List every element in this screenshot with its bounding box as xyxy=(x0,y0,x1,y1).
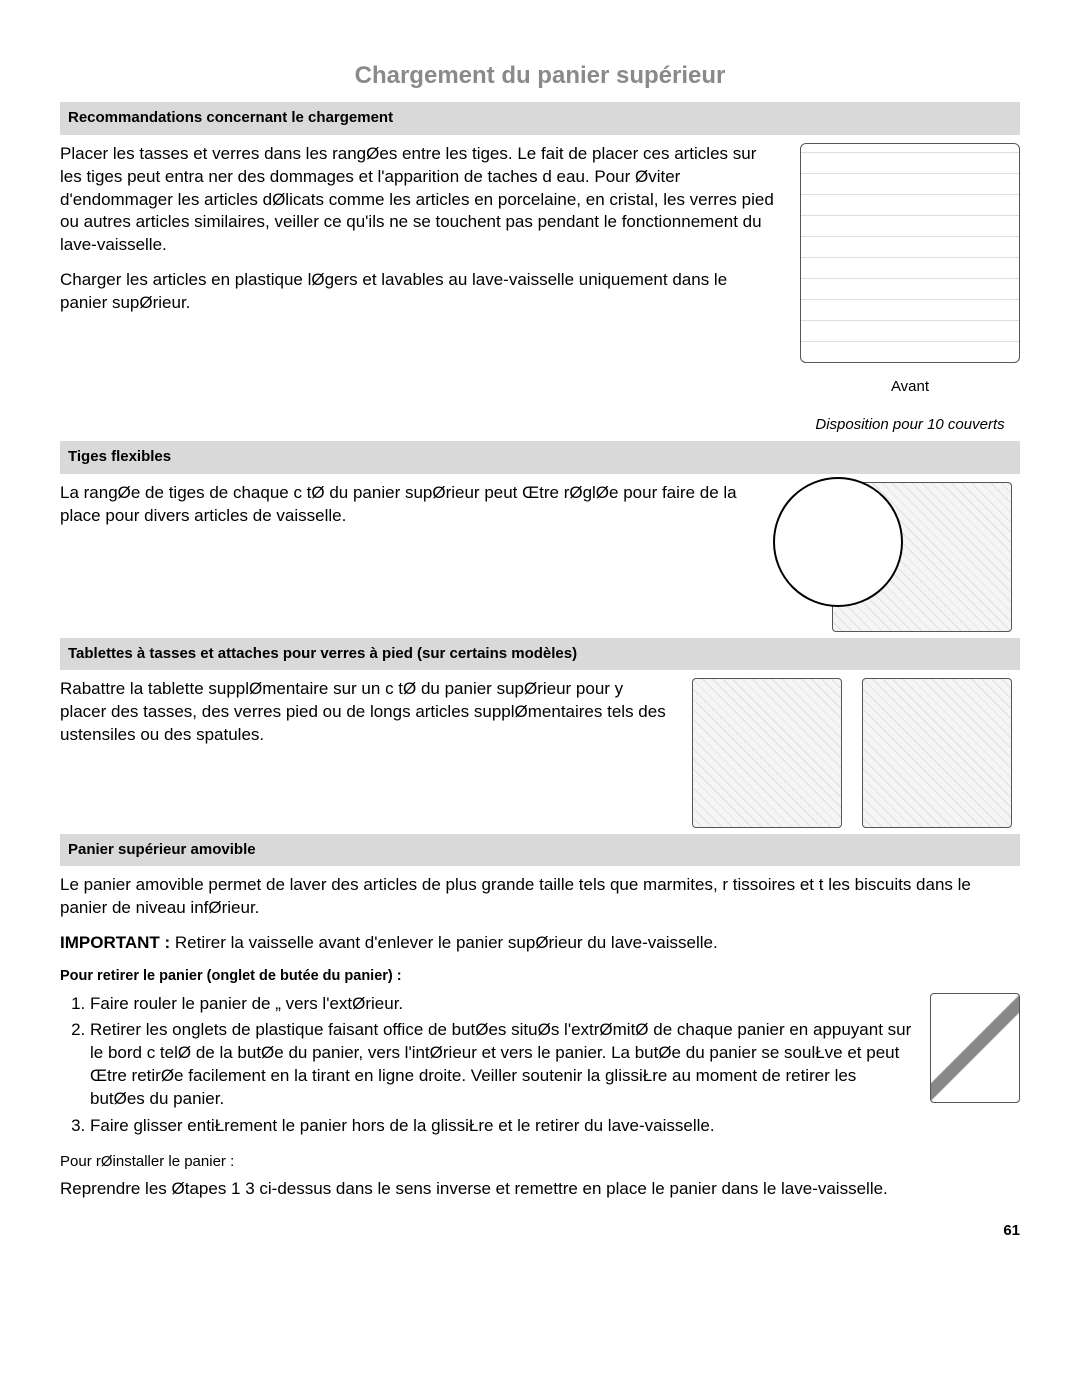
rack-stop-illustration xyxy=(930,993,1020,1103)
figure-front-label: Avant xyxy=(800,377,1020,397)
cup-shelves-p1: Rabattre la tablette supplØmentaire sur … xyxy=(60,678,668,747)
tines-rack-illustration xyxy=(832,482,1012,632)
tines-text: La rangØe de tiges de chaque c tØ du pan… xyxy=(60,482,748,540)
cup-shelf-illustration-2 xyxy=(862,678,1012,828)
cup-shelves-figures xyxy=(692,678,1020,828)
removal-step-3: Faire glisser entiŁrement le panier hors… xyxy=(90,1115,912,1138)
removal-steps-list: Faire rouler le panier de „ vers l'extØr… xyxy=(60,993,912,1139)
recommendations-p2: Charger les articles en plastique lØgers… xyxy=(60,269,776,315)
removal-step-2: Retirer les onglets de plastique faisant… xyxy=(90,1019,912,1111)
recommendations-figure: Avant Disposition pour 10 couverts xyxy=(800,143,1020,436)
removal-steps-block: Faire rouler le panier de „ vers l'extØr… xyxy=(60,993,912,1147)
figure-caption: Disposition pour 10 couverts xyxy=(800,415,1020,435)
recommendations-p1: Placer les tasses et verres dans les ran… xyxy=(60,143,776,258)
cup-shelves-row: Rabattre la tablette supplØmentaire sur … xyxy=(60,678,1020,828)
tines-p1: La rangØe de tiges de chaque c tØ du pan… xyxy=(60,482,748,528)
important-label: IMPORTANT : xyxy=(60,933,170,952)
cup-shelves-text: Rabattre la tablette supplØmentaire sur … xyxy=(60,678,668,759)
recommendations-row: Placer les tasses et verres dans les ran… xyxy=(60,143,1020,436)
reinstall-text: Reprendre les Øtapes 1 3 ci-dessus dans … xyxy=(60,1178,1020,1201)
tines-zoom-circle xyxy=(773,477,903,607)
page-number: 61 xyxy=(60,1221,1020,1241)
section-heading-removable: Panier supérieur amovible xyxy=(60,834,1020,866)
rack-layout-illustration xyxy=(800,143,1020,363)
removal-row: Faire rouler le panier de „ vers l'extØr… xyxy=(60,993,1020,1147)
removable-p1: Le panier amovible permet de laver des a… xyxy=(60,874,1020,920)
removal-step-1: Faire rouler le panier de „ vers l'extØr… xyxy=(90,993,912,1016)
section-heading-cup-shelves: Tablettes à tasses et attaches pour verr… xyxy=(60,638,1020,670)
page-title: Chargement du panier supérieur xyxy=(60,60,1020,92)
tines-row: La rangØe de tiges de chaque c tØ du pan… xyxy=(60,482,1020,632)
important-text: Retirer la vaisselle avant d'enlever le … xyxy=(170,933,718,952)
reinstall-heading: Pour rØinstaller le panier : xyxy=(60,1152,1020,1172)
section-heading-tines: Tiges flexibles xyxy=(60,441,1020,473)
removable-important: IMPORTANT : Retirer la vaisselle avant d… xyxy=(60,932,1020,955)
removal-heading: Pour retirer le panier (onglet de butée … xyxy=(60,967,1020,987)
cup-shelf-illustration-1 xyxy=(692,678,842,828)
tines-figure xyxy=(772,482,1020,632)
section-heading-recommendations: Recommandations concernant le chargement xyxy=(60,102,1020,134)
recommendations-text: Placer les tasses et verres dans les ran… xyxy=(60,143,776,328)
